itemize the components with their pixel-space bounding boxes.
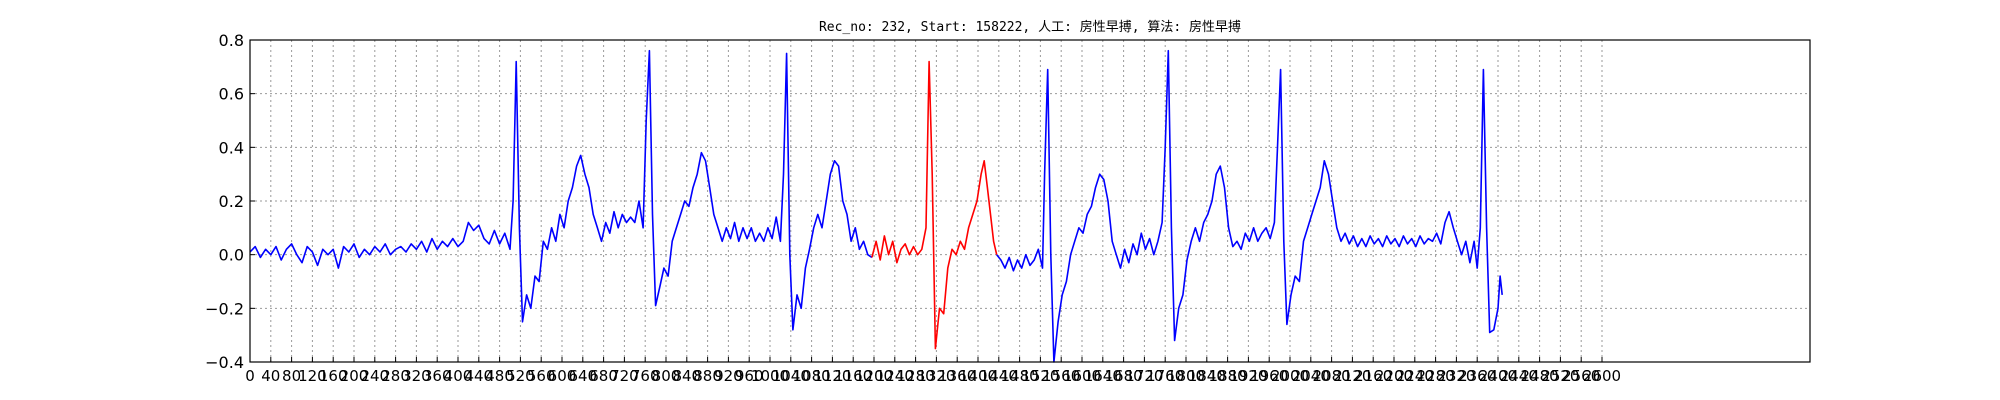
x-axis-ticks: 0 40 8012016020024028032036040044048052056…: [245, 357, 1621, 385]
x-tick-label-27: 1080: [793, 367, 831, 385]
x-tick-label-51: 2040: [1292, 367, 1330, 385]
y-tick-label-6: −0.4: [205, 353, 244, 372]
x-tick-label-14: 560: [527, 367, 556, 385]
x-tick-label-48: 1920: [1229, 367, 1267, 385]
x-tick-label-0: 0: [245, 367, 255, 385]
x-tick-label-54: 2160: [1354, 367, 1392, 385]
x-tick-label-25: 1000: [751, 367, 789, 385]
x-tick-label-38: 1520: [1021, 367, 1059, 385]
x-tick-label-60: 2400: [1479, 367, 1517, 385]
x-tick-label-62: 2480: [1521, 367, 1559, 385]
x-tick-label-26: 1040: [772, 367, 810, 385]
x-tick-label-41: 1640: [1084, 367, 1122, 385]
x-tick-label-36: 1440: [980, 367, 1018, 385]
x-tick-label-47: 1880: [1209, 367, 1247, 385]
y-axis-ticks: 0.8 0.6 0.4 0.2 0.0 −0.2 −0.4: [205, 31, 255, 372]
x-tick-label-32: 1280: [897, 367, 935, 385]
x-tick-label-13: 520: [506, 367, 535, 385]
x-tick-label-58: 2320: [1437, 367, 1475, 385]
x-tick-label-53: 2120: [1333, 367, 1371, 385]
x-tick-label-50: 2000: [1271, 367, 1309, 385]
x-tick-label-55: 2200: [1375, 367, 1413, 385]
series-group: [249, 49, 1503, 363]
x-tick-label-11: 440: [464, 367, 493, 385]
x-tick-label-24: 960: [735, 367, 764, 385]
x-tick-label-8: 320: [402, 367, 431, 385]
x-tick-label-57: 2280: [1417, 367, 1455, 385]
x-tick-label-19: 760: [631, 367, 660, 385]
y-tick-label-2: 0.4: [219, 138, 244, 157]
x-tick-label-9: 360: [423, 367, 452, 385]
x-tick-label-49: 1960: [1250, 367, 1288, 385]
y-tick-label-1: 0.6: [219, 85, 244, 104]
x-tick-label-33: 1320: [917, 367, 955, 385]
x-tick-label-64: 2560: [1562, 367, 1600, 385]
x-tick-label-39: 1560: [1042, 367, 1080, 385]
x-tick-label-1: 40: [261, 367, 280, 385]
x-tick-label-45: 1800: [1167, 367, 1205, 385]
x-tick-label-29: 1160: [834, 367, 872, 385]
y-tick-label-0: 0.8: [219, 31, 244, 50]
x-tick-label-37: 1480: [1001, 367, 1039, 385]
x-tick-label-28: 1120: [813, 367, 851, 385]
x-tick-label-56: 2240: [1396, 367, 1434, 385]
x-tick-label-21: 840: [672, 367, 701, 385]
x-tick-label-61: 2440: [1500, 367, 1538, 385]
x-tick-label-17: 680: [589, 367, 618, 385]
series-line-1: [871, 60, 998, 350]
x-tick-label-52: 2080: [1313, 367, 1351, 385]
x-tick-label-43: 1720: [1125, 367, 1163, 385]
x-tick-label-2: 80: [282, 367, 301, 385]
x-tick-label-20: 800: [652, 367, 681, 385]
x-tick-label-42: 1680: [1105, 367, 1143, 385]
x-tick-label-59: 2360: [1458, 367, 1496, 385]
series-line-0: [249, 49, 873, 331]
series-line-2: [996, 49, 1503, 363]
x-tick-label-16: 640: [568, 367, 597, 385]
x-tick-label-34: 1360: [938, 367, 976, 385]
y-tick-label-3: 0.2: [219, 192, 244, 211]
x-tick-label-35: 1400: [959, 367, 997, 385]
x-tick-label-18: 720: [610, 367, 639, 385]
x-tick-label-3: 120: [298, 367, 327, 385]
x-tick-label-46: 1840: [1188, 367, 1226, 385]
y-tick-label-4: 0.0: [219, 246, 244, 265]
x-tick-label-23: 920: [714, 367, 743, 385]
x-tick-label-44: 1760: [1146, 367, 1184, 385]
grid: [249, 39, 1810, 363]
x-tick-label-15: 600: [548, 367, 577, 385]
y-tick-label-5: −0.2: [205, 299, 244, 318]
x-tick-label-40: 1600: [1063, 367, 1101, 385]
x-tick-label-4: 160: [319, 367, 348, 385]
chart-title: Rec_no: 232, Start: 158222, 人工: 房性早搏, 算法…: [819, 19, 1241, 35]
x-tick-label-6: 240: [360, 367, 389, 385]
x-tick-label-22: 880: [693, 367, 722, 385]
x-tick-label-31: 1240: [876, 367, 914, 385]
x-tick-label-10: 400: [444, 367, 473, 385]
x-tick-label-5: 200: [340, 367, 369, 385]
x-tick-label-12: 480: [485, 367, 514, 385]
x-tick-label-65: 2600: [1583, 367, 1621, 385]
x-tick-label-30: 1200: [855, 367, 893, 385]
x-tick-label-63: 2520: [1541, 367, 1579, 385]
x-tick-label-7: 280: [381, 367, 410, 385]
